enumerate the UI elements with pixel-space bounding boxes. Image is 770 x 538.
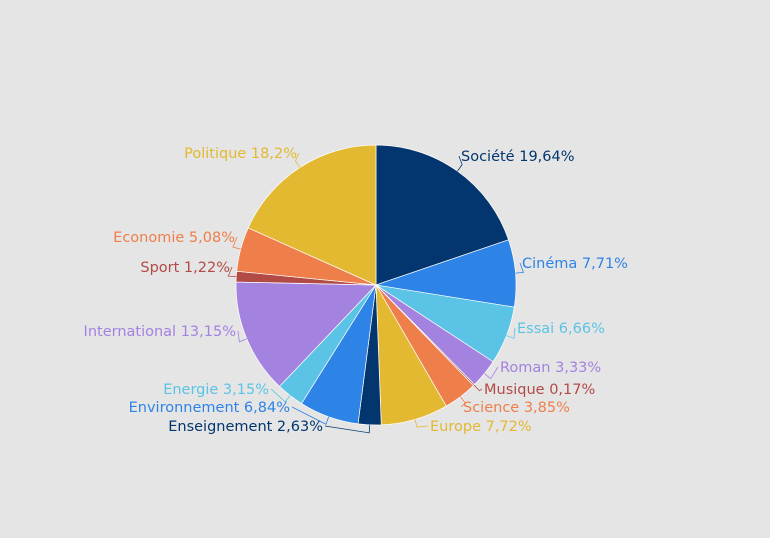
slice-label: International 13,15% [84, 324, 236, 340]
slice-international[interactable] [235, 281, 377, 387]
leader-line [506, 327, 516, 340]
slice-label: Essai 6,66% [517, 321, 605, 337]
leader-line [294, 152, 301, 168]
slice-label: Roman 3,33% [500, 360, 601, 376]
leader-line [457, 155, 463, 172]
leader-line [460, 396, 466, 408]
slice-label: Cinéma 7,71% [522, 256, 628, 272]
slice-label: Economie 5,08% [113, 230, 235, 246]
leader-line [227, 266, 237, 278]
slice-label: Société 19,64% [461, 149, 575, 165]
slice-labels: Société 19,64% Cinéma 7,71% Essai 6,66% Rom… [84, 146, 628, 435]
slice-label: Enseignement 2,63% [168, 419, 323, 435]
slice-label: Sport 1,22% [140, 260, 230, 276]
slice-label: Politique 18,2% [184, 146, 297, 162]
slice-label: Europe 7,72% [430, 419, 532, 435]
leader-line [473, 384, 483, 392]
slice-label: Environnement 6,84% [129, 400, 290, 416]
slice-label: Science 3,85% [463, 400, 570, 416]
leader-line [484, 366, 499, 380]
leader-line [291, 406, 330, 425]
leader-line [270, 388, 291, 403]
leader-line [232, 236, 241, 250]
leader-lines [227, 152, 525, 434]
leader-line [515, 262, 525, 274]
slice-label: Musique 0,17% [484, 382, 595, 398]
pie-slices [235, 144, 517, 426]
leader-line [324, 424, 371, 434]
slice-politique[interactable] [247, 144, 377, 286]
slice-label: Energie 3,15% [163, 382, 269, 398]
leader-line [237, 330, 247, 343]
leader-line [414, 419, 429, 428]
